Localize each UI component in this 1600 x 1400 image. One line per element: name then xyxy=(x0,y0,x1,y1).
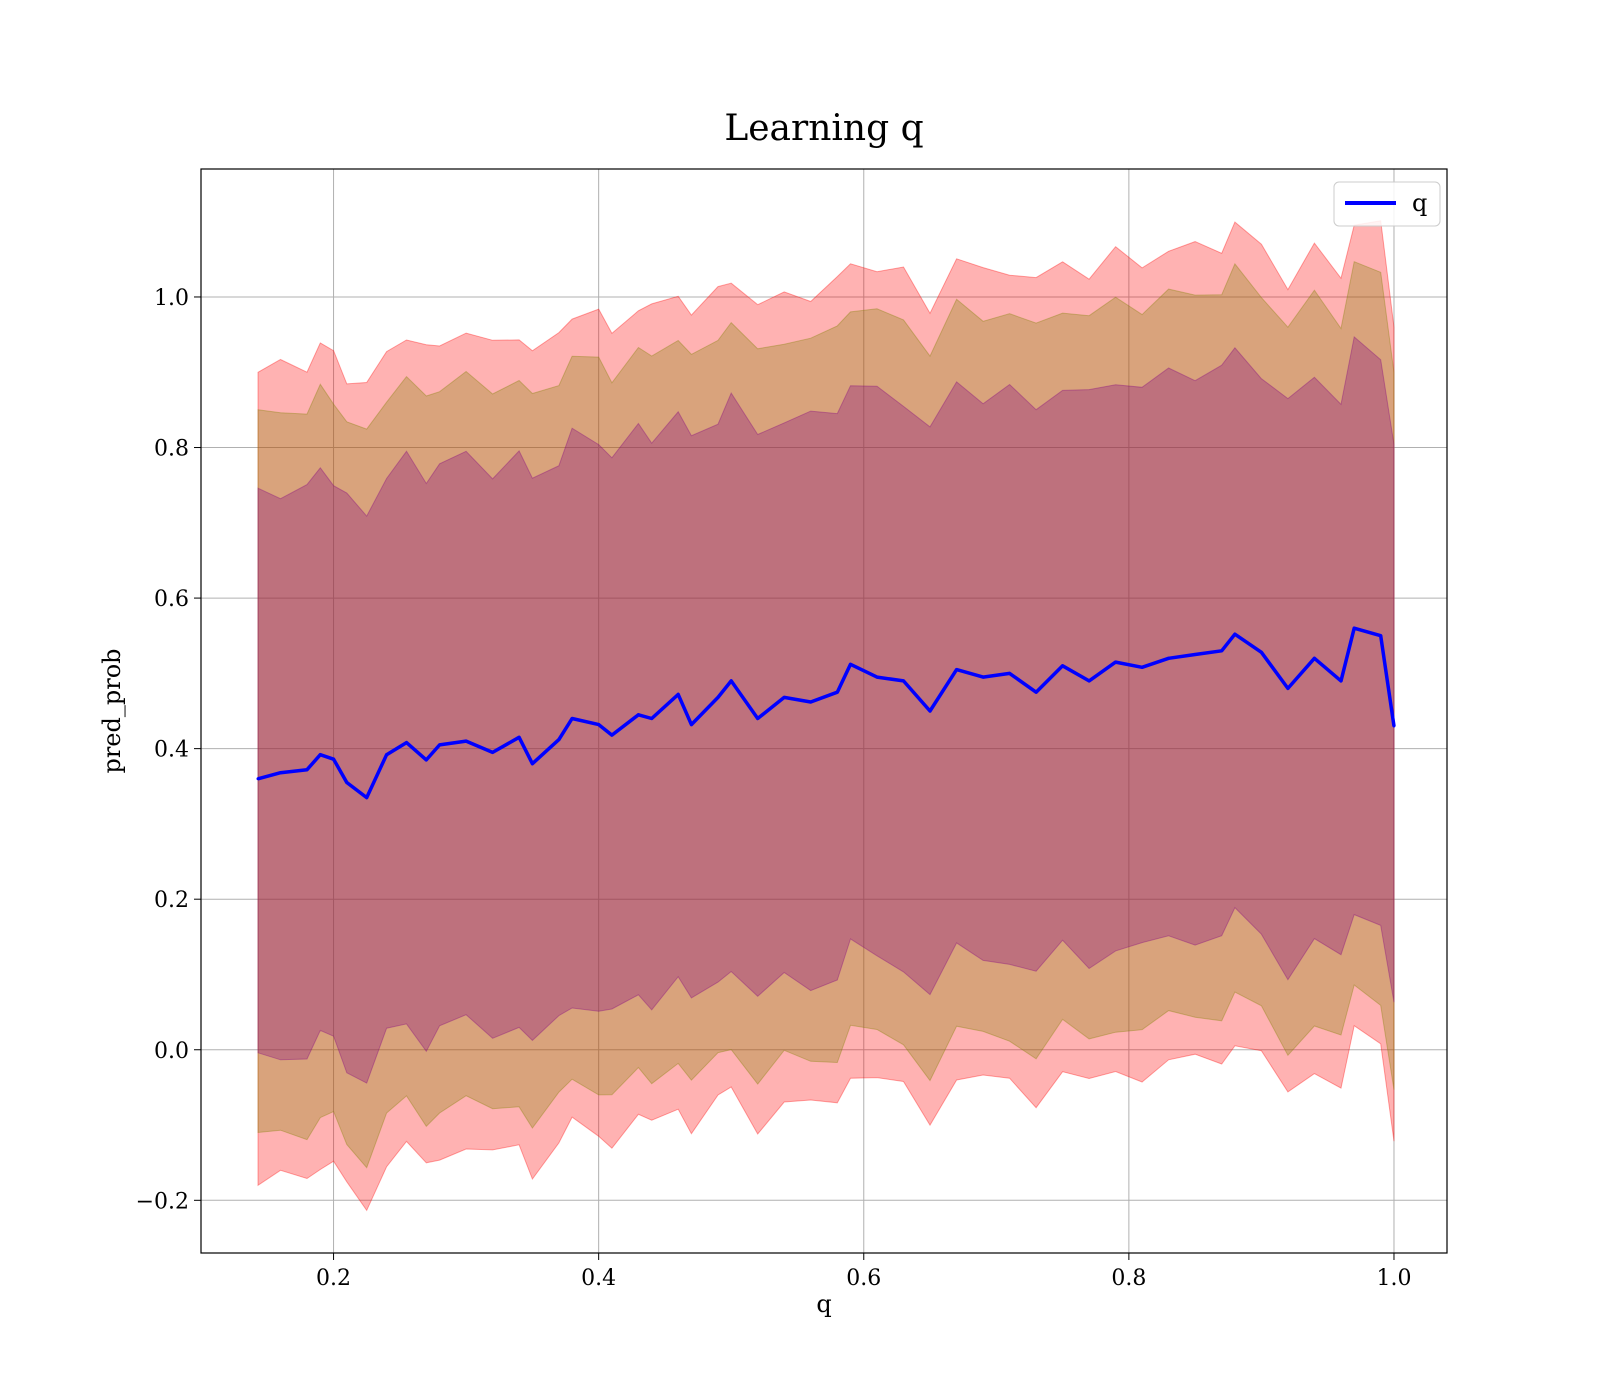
series-point xyxy=(491,750,495,754)
series-point xyxy=(345,781,349,785)
series-point xyxy=(385,753,389,757)
series-point xyxy=(809,700,813,704)
y-tick-label: 0.8 xyxy=(154,437,189,462)
series-point xyxy=(256,777,260,781)
y-tick-label: 0.2 xyxy=(154,888,189,913)
series-point xyxy=(1233,632,1237,636)
series-point xyxy=(729,679,733,683)
series-point xyxy=(782,695,786,699)
x-axis-label: q xyxy=(816,1290,831,1318)
series-point xyxy=(676,692,680,696)
series-point xyxy=(875,675,879,679)
series-point xyxy=(1259,650,1263,654)
series-point xyxy=(332,757,336,761)
series-point xyxy=(636,713,640,717)
x-tick-label: 0.2 xyxy=(316,1266,351,1291)
plot-frame xyxy=(200,168,1448,1254)
series-point xyxy=(570,717,574,721)
series-point xyxy=(902,679,906,683)
series-point xyxy=(438,743,442,747)
series-point xyxy=(318,753,322,757)
band-inner xyxy=(257,335,1395,1084)
band-middle xyxy=(257,261,1395,1169)
series-line-q xyxy=(257,626,1396,800)
series-point xyxy=(1008,671,1012,675)
series-point xyxy=(835,690,839,694)
y-tick-label: 1.0 xyxy=(154,286,189,311)
series-point xyxy=(517,735,521,739)
line-layer xyxy=(256,626,1396,800)
series-point xyxy=(1312,656,1316,660)
x-tick-label: 0.4 xyxy=(581,1266,616,1291)
series-point xyxy=(1167,656,1171,660)
series-point xyxy=(1339,679,1343,683)
y-tick-label: 0.4 xyxy=(154,738,189,763)
series-point xyxy=(1034,690,1038,694)
series-point xyxy=(365,796,369,800)
series-point xyxy=(279,771,283,775)
series-point xyxy=(305,768,309,772)
series-point xyxy=(689,723,693,727)
series-point xyxy=(928,709,932,713)
series-point xyxy=(404,741,408,745)
series-point xyxy=(1392,724,1396,728)
y-axis-label: pred_prob xyxy=(98,648,126,773)
series-point xyxy=(955,668,959,672)
x-tick-label: 0.8 xyxy=(1111,1266,1146,1291)
series-point xyxy=(1114,660,1118,664)
band-layer xyxy=(257,220,1395,1212)
series-point xyxy=(716,695,720,699)
series-point xyxy=(530,762,534,766)
series-point xyxy=(1140,665,1144,669)
series-point xyxy=(557,738,561,742)
grid-layer xyxy=(201,169,1447,1253)
y-tick-label: −0.2 xyxy=(136,1189,189,1214)
y-tick-label: 0.6 xyxy=(154,587,189,612)
tick-layer: 0.2 0.4 0.6 0.8 1.0 −0.2 0.0 0.2 0.4 0.6 0.8 1.0 xyxy=(136,286,1412,1291)
y-tick-label: 0.0 xyxy=(154,1039,189,1064)
series-point xyxy=(756,717,760,721)
series-point xyxy=(610,733,614,737)
series-point xyxy=(1193,653,1197,657)
x-tick-label: 1.0 xyxy=(1376,1266,1411,1291)
legend: q xyxy=(1333,181,1441,227)
band-outer xyxy=(257,220,1395,1212)
x-tick-label: 0.6 xyxy=(846,1266,881,1291)
series-point xyxy=(1379,634,1383,638)
series-point xyxy=(1220,649,1224,653)
legend-label: q xyxy=(1412,189,1427,217)
series-point xyxy=(981,675,985,679)
series-point xyxy=(1286,686,1290,690)
series-point xyxy=(424,758,428,762)
series-point xyxy=(650,717,654,721)
chart-title: Learning q xyxy=(724,108,923,149)
series-point xyxy=(1352,626,1356,630)
series-point xyxy=(1087,679,1091,683)
series-point xyxy=(597,723,601,727)
series-point xyxy=(849,662,853,666)
series-point xyxy=(1061,664,1065,668)
series-point xyxy=(464,739,468,743)
